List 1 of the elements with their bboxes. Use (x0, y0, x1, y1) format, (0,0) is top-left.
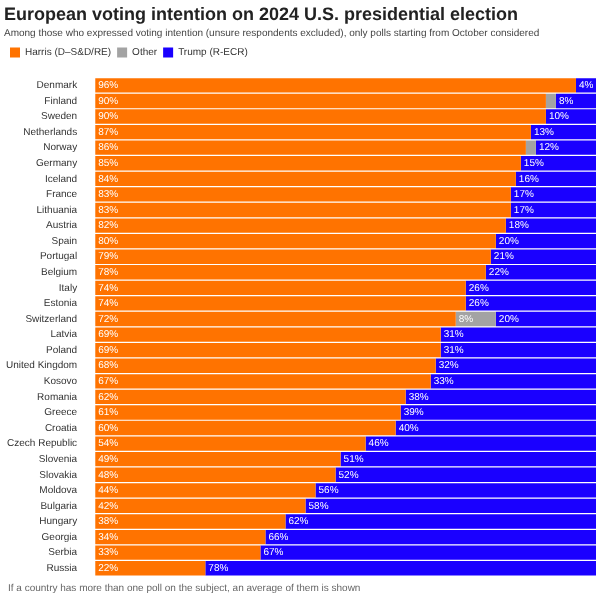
chart-title: European voting intention on 2024 U.S. presidential election (4, 3, 519, 24)
